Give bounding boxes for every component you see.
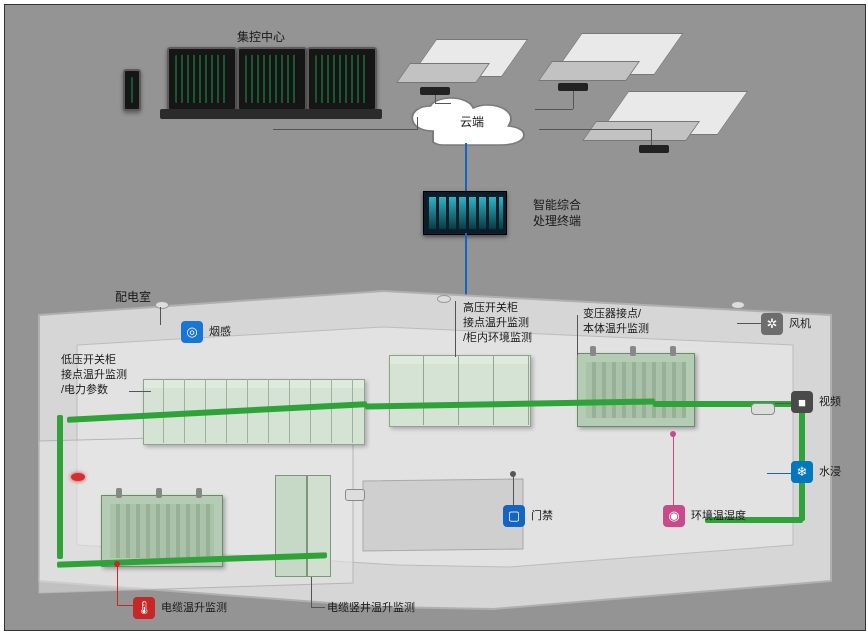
door-icon: ▢ — [503, 505, 525, 527]
lead-ct-h — [117, 605, 135, 606]
label-smoke: 烟感 — [209, 325, 231, 340]
terminal-device — [423, 191, 507, 235]
router-1 — [420, 87, 450, 95]
camera — [751, 403, 775, 415]
lead-door — [513, 475, 514, 505]
router-3 — [639, 145, 669, 153]
label-cloud: 云端 — [460, 114, 484, 130]
lead-fan — [737, 323, 761, 324]
building-3-wall — [582, 121, 700, 141]
rail-7 — [57, 415, 63, 559]
link-b1-h — [435, 103, 451, 104]
link-b3-v — [651, 129, 652, 145]
lead-trans — [577, 315, 578, 355]
link-cloud-terminal — [465, 143, 467, 193]
fan-icon: ✲ — [761, 313, 783, 335]
label-lv-cabinet: 低压开关柜 接点温升监测 /电力参数 — [61, 353, 127, 398]
link-monitors-cloud — [273, 129, 418, 130]
lead-smoke — [160, 307, 161, 325]
ceiling-sensor-1 — [155, 301, 169, 309]
lead-hv — [455, 301, 456, 357]
monitor-3 — [307, 47, 377, 111]
smoke-icon: ◎ — [181, 321, 203, 343]
diagram-canvas: 集控中心 云端 智能综合 处理终端 配电 — [4, 4, 866, 631]
router-2 — [558, 83, 588, 91]
label-env: 环境温湿度 — [691, 509, 746, 524]
link-b1-v — [435, 95, 436, 103]
dot-door — [510, 471, 516, 477]
link-b2-h — [535, 109, 573, 110]
env-icon: ◉ — [663, 505, 685, 527]
room-outline — [23, 281, 853, 629]
cable-temp-icon: 🌡 — [133, 597, 155, 619]
lead-cw-v — [311, 577, 312, 607]
monitor-2 — [237, 47, 307, 111]
label-control-center: 集控中心 — [237, 29, 285, 45]
transformer-1 — [577, 353, 695, 427]
label-flood: 水浸 — [819, 465, 841, 480]
lead-video — [775, 403, 791, 404]
dot-env — [670, 431, 676, 437]
lead-cw-h — [311, 607, 325, 608]
cable-riser-side — [307, 475, 331, 577]
label-cable-temp: 电缆温升监测 — [161, 601, 227, 616]
building-1-wall — [396, 63, 490, 83]
alarm-light — [71, 473, 85, 481]
kiosk — [123, 69, 141, 111]
link-monitors-cloud-v — [417, 117, 418, 129]
building-2-wall — [538, 61, 640, 81]
ceiling-sensor-2 — [437, 295, 451, 303]
monitor-desk — [160, 109, 382, 119]
label-fan: 风机 — [789, 317, 811, 332]
hv-cabinet-dividers — [389, 355, 529, 425]
label-terminal: 智能综合 处理终端 — [533, 197, 581, 229]
dot-ct — [114, 561, 120, 567]
monitor-1 — [167, 47, 237, 111]
flood-icon: ❄ — [791, 461, 813, 483]
cable-riser — [275, 475, 307, 577]
lead-lv — [129, 391, 151, 392]
camera-2 — [345, 489, 365, 501]
link-b2-v — [573, 91, 574, 109]
lead-flood — [767, 473, 791, 474]
label-hv-cabinet: 高压开关柜 接点温升监测 /柜内环境监测 — [463, 301, 532, 346]
lead-ct-v — [117, 565, 118, 605]
rail-3 — [653, 401, 803, 407]
lead-env — [673, 435, 674, 505]
label-door: 门禁 — [531, 509, 553, 524]
label-transformer: 变压器接点/ 本体温升监测 — [583, 307, 649, 337]
link-b3-h — [539, 129, 651, 130]
video-icon: ■ — [791, 391, 813, 413]
label-cable-well: 电缆竖井温升监测 — [327, 601, 415, 616]
ceiling-sensor-3 — [731, 301, 745, 309]
label-video: 视频 — [819, 395, 841, 410]
